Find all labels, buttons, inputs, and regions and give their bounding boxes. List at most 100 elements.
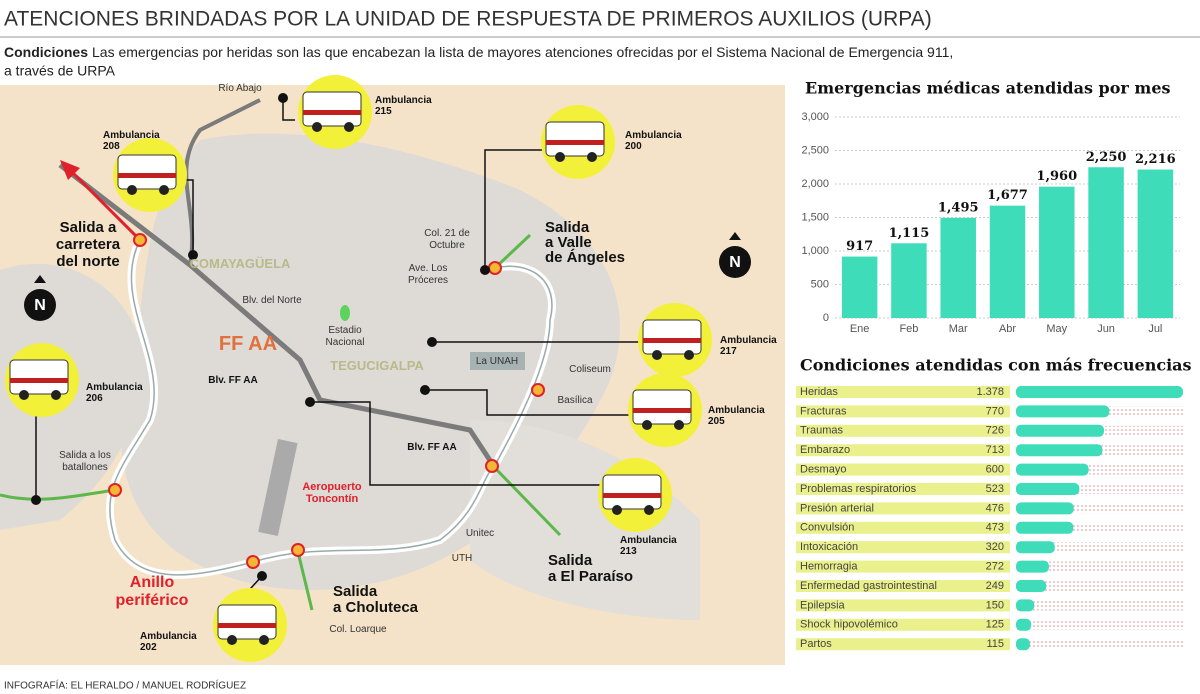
- map-label: Col. Loarque: [329, 624, 387, 635]
- map-label: Blv. FF AA: [407, 442, 456, 453]
- value-label: 1,115: [889, 226, 930, 241]
- category-label: Shock hipovolémico: [800, 619, 898, 631]
- map-label: UTH: [452, 553, 473, 564]
- x-tick-label: Feb: [899, 323, 918, 335]
- wheel: [652, 350, 662, 360]
- arrow: [493, 233, 532, 270]
- ambulance-label-line: 205: [708, 416, 725, 427]
- x-tick-label: Jul: [1148, 323, 1162, 335]
- wheel: [312, 122, 322, 132]
- bar: [1016, 599, 1035, 612]
- bar: [841, 256, 878, 318]
- wheel: [344, 122, 354, 132]
- map-label-line: La UNAH: [476, 356, 518, 367]
- ambulance: [632, 389, 692, 425]
- map-label-line: Río Abajo: [218, 83, 262, 94]
- value-label: 1,495: [938, 200, 979, 215]
- ambulance-label-line: Ambulancia: [625, 130, 682, 141]
- map-label-line: Salida: [333, 583, 378, 600]
- wheel: [674, 420, 684, 430]
- map-label-line: Blv. FF AA: [208, 375, 257, 386]
- ring-road-edge: [109, 239, 553, 576]
- north-arrow: [34, 275, 46, 283]
- map-label-line: periférico: [116, 592, 189, 609]
- row-band: [796, 424, 1010, 437]
- bar: [1016, 405, 1110, 418]
- wheel: [642, 420, 652, 430]
- road: [58, 163, 498, 470]
- exit-point: [531, 383, 545, 397]
- exit-route: [0, 488, 116, 501]
- ambulance-label-line: Ambulancia: [103, 130, 160, 141]
- value-label: 476: [986, 502, 1004, 514]
- map-label-line: Basílica: [557, 395, 592, 406]
- ambulance-stripe: [118, 173, 176, 178]
- exit-point: [246, 555, 260, 569]
- category-label: Epilepsia: [800, 599, 846, 611]
- x-tick-label: Mar: [949, 323, 968, 335]
- map-label-line: carretera: [56, 236, 121, 253]
- value-label: 726: [986, 425, 1004, 437]
- map-label-line: de Ángeles: [545, 249, 625, 266]
- wheel: [612, 505, 622, 515]
- wheel: [51, 390, 61, 400]
- category-label: Enfermedad gastrointestinal: [800, 580, 937, 592]
- row-track: [1016, 503, 1185, 514]
- map-label-line: a El Paraíso: [548, 568, 633, 585]
- category-label: Intoxicación: [800, 541, 858, 553]
- bar: [1016, 521, 1074, 534]
- row-band: [796, 502, 1010, 515]
- north-arrow: [729, 232, 741, 240]
- ambulance-label-line: Ambulancia: [140, 631, 197, 642]
- value-label: 125: [986, 619, 1004, 631]
- ambulance-label: Ambulancia 215: [375, 95, 432, 117]
- title: ATENCIONES BRINDADAS POR LA UNIDAD DE RE…: [4, 8, 932, 31]
- row-band: [796, 580, 1010, 592]
- bar: [940, 217, 976, 318]
- value-label: 600: [986, 464, 1004, 476]
- value-label: 1,960: [1036, 169, 1077, 184]
- category-label: Traumas: [800, 425, 843, 437]
- wheel: [684, 350, 694, 360]
- ambulance-stripe: [643, 338, 701, 343]
- intro-line: Condiciones Las emergencias por heridas s…: [4, 44, 953, 60]
- exit-point: [108, 483, 122, 497]
- row-track: [1016, 600, 1185, 611]
- unah: [470, 352, 525, 370]
- map-label: Col. 21 de Octubre: [424, 228, 470, 251]
- category-label: Convulsión: [800, 522, 854, 534]
- value-label: 770: [986, 405, 1004, 417]
- map-label: Anillo periférico: [116, 574, 189, 609]
- ambulance-stripe: [303, 110, 361, 115]
- exit-points: [108, 233, 545, 569]
- map-label-line: Octubre: [429, 240, 465, 251]
- row-band: [796, 463, 1010, 476]
- ambulance-label-line: Ambulancia: [375, 95, 432, 106]
- map-label: Blv. del Norte: [242, 295, 302, 306]
- ambulance-label-line: 215: [375, 106, 392, 117]
- ambulance-label-line: 208: [103, 141, 120, 152]
- row-band: [796, 618, 1010, 631]
- map-label-line: Aeropuerto: [302, 481, 362, 493]
- map-label-line: Ave. Los: [409, 263, 448, 274]
- chart-title: Emergencias médicas atendidas por mes: [805, 79, 1171, 98]
- x-tick-label: Abr: [999, 323, 1016, 335]
- wheel: [259, 635, 269, 645]
- category-label: Partos: [800, 638, 832, 650]
- category-label: Heridas: [800, 386, 838, 398]
- row-band: [796, 444, 1010, 457]
- map-label-line: Estadio: [328, 325, 362, 336]
- ambulance-label: Ambulancia 200: [625, 130, 682, 152]
- arrow: [68, 168, 142, 242]
- category-label: Hemorragia: [800, 561, 858, 573]
- x-tick-label: May: [1046, 323, 1067, 335]
- y-tick-label: 2,500: [801, 144, 829, 156]
- map-label: Coliseum: [569, 364, 611, 375]
- value-label: 150: [986, 599, 1004, 611]
- map-label-line: Coliseum: [569, 364, 611, 375]
- y-tick-label: 500: [811, 278, 829, 290]
- ambulance-label-line: 206: [86, 393, 103, 404]
- map-label: La UNAH: [476, 356, 518, 367]
- value-label: 320: [986, 541, 1004, 553]
- row-band: [796, 521, 1010, 534]
